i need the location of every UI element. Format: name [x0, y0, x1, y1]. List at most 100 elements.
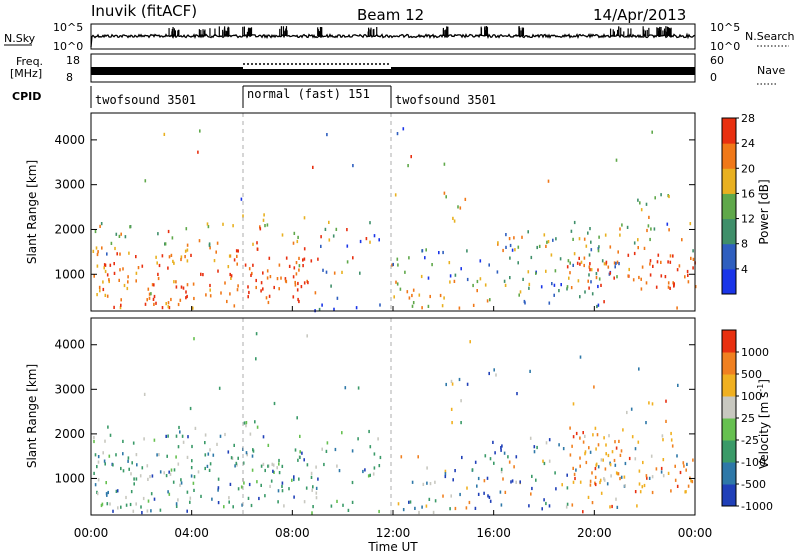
echo-cell [457, 205, 459, 209]
echo-cell [116, 489, 119, 493]
echo-cell [232, 224, 234, 228]
echo-cell [553, 293, 555, 297]
echo-cell [575, 431, 578, 436]
echo-cell [395, 280, 397, 284]
echo-cell [310, 259, 313, 263]
echo-cell [266, 269, 269, 273]
echo-cell [598, 245, 600, 249]
echo-cell [284, 277, 287, 281]
echo-cell [599, 480, 601, 485]
echo-cell [429, 482, 432, 486]
echo-cell [229, 482, 232, 486]
echo-cell [595, 272, 598, 276]
echo-cell [96, 490, 98, 494]
colorbar-tick-label: 16 [741, 187, 755, 200]
echo-cell [262, 287, 264, 291]
echo-cell [516, 392, 518, 396]
echo-cell [179, 483, 181, 487]
echo-cell [527, 230, 529, 234]
echo-cell [692, 266, 694, 270]
echo-cell [443, 296, 445, 300]
echo-cell [175, 504, 178, 508]
echo-cell [451, 382, 454, 386]
echo-cell [315, 491, 318, 495]
echo-cell [686, 269, 689, 274]
power-ylabel: Slant Range [km] [25, 160, 39, 264]
echo-cell [209, 246, 211, 250]
echo-cell [587, 495, 590, 499]
echo-cell [660, 470, 663, 474]
echo-cell [299, 450, 301, 454]
echo-cell [178, 425, 180, 430]
echo-cell [96, 465, 98, 469]
echo-cell [530, 492, 532, 496]
echo-cell [135, 255, 137, 259]
echo-cell [288, 487, 290, 491]
echo-cell [670, 431, 672, 436]
echo-cell [379, 455, 382, 460]
echo-cell [546, 240, 548, 244]
echo-cell [678, 264, 681, 268]
echo-cell [212, 453, 215, 457]
echo-cell [303, 281, 306, 285]
echo-cell [466, 382, 469, 386]
echo-cell [209, 294, 212, 298]
echo-cell [566, 287, 568, 291]
echo-cell [355, 306, 358, 310]
echo-cell [200, 494, 202, 498]
echo-cell [352, 256, 354, 260]
echo-cell [533, 445, 536, 449]
echo-cell [460, 399, 462, 403]
echo-cell [209, 283, 211, 288]
nave-label: Nave [757, 64, 785, 77]
echo-cell [591, 471, 593, 475]
echo-cell [256, 425, 259, 429]
echo-cell [197, 470, 200, 474]
echo-cell [667, 281, 670, 285]
echo-cell [669, 260, 672, 264]
echo-cell [522, 277, 524, 281]
echo-cell [328, 220, 330, 224]
echo-cell [180, 255, 183, 259]
echo-cell [595, 462, 598, 466]
echo-cell [173, 261, 175, 265]
echo-cell [280, 276, 282, 280]
echo-cell [517, 245, 520, 249]
echo-cell [132, 509, 135, 513]
echo-cell [500, 446, 502, 450]
echo-cell [144, 302, 147, 306]
freq-tick-bottom: 8 [66, 71, 73, 84]
echo-cell [412, 301, 415, 305]
echo-cell [646, 476, 648, 480]
echo-cell [402, 127, 405, 131]
echo-cell [190, 474, 193, 478]
echo-cell [667, 285, 670, 289]
echo-cell [418, 293, 421, 297]
echo-cell [278, 287, 280, 291]
echo-cell [240, 485, 243, 489]
echo-cell [661, 434, 664, 438]
echo-cell [394, 193, 397, 197]
echo-cell [611, 450, 614, 454]
echo-cell [129, 502, 132, 507]
echo-cell [103, 266, 105, 270]
echo-cell [209, 462, 212, 466]
echo-cell [165, 302, 167, 306]
echo-cell [157, 272, 159, 276]
echo-cell [243, 421, 246, 425]
echo-cell [655, 467, 658, 471]
echo-cell [112, 509, 114, 513]
echo-cell [690, 479, 692, 483]
echo-cell [119, 306, 122, 310]
echo-cell [283, 504, 285, 508]
echo-cell [321, 447, 323, 451]
echo-cell [204, 441, 206, 445]
y-tick-label: 2000 [54, 222, 85, 236]
echo-cell [158, 263, 161, 268]
echo-cell [307, 281, 309, 285]
echo-cell [299, 434, 301, 438]
echo-cell [396, 132, 399, 136]
echo-cell [242, 214, 244, 218]
echo-cell [197, 150, 199, 154]
echo-cell [552, 238, 554, 242]
